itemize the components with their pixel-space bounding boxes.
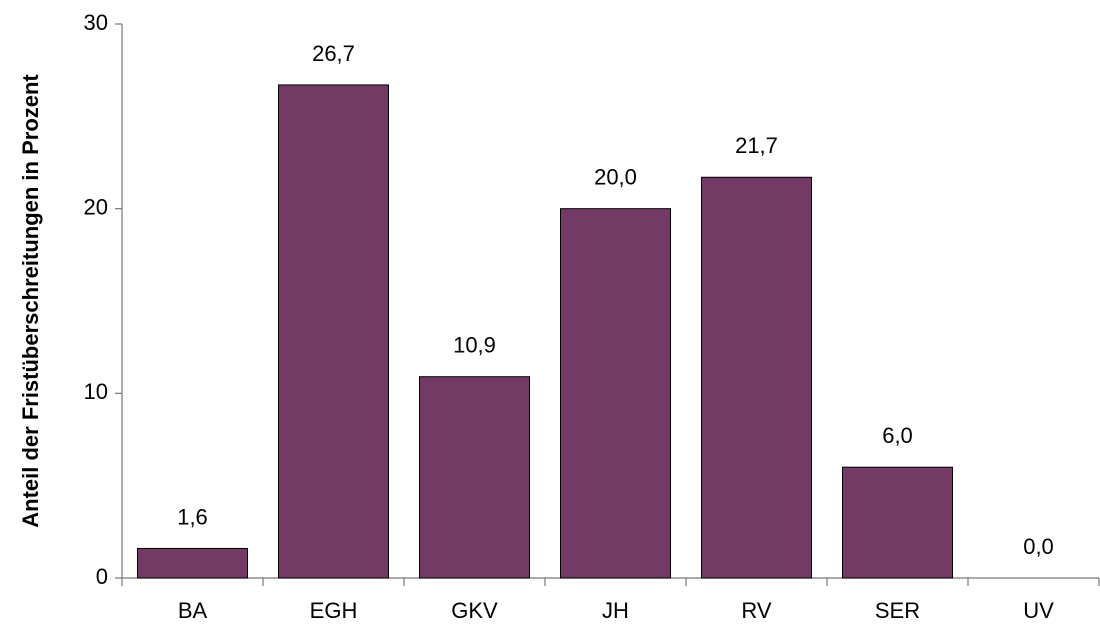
- x-tick-label: EGH: [310, 598, 358, 623]
- bar: [278, 84, 389, 579]
- value-label: 6,0: [882, 423, 913, 448]
- value-label: 0,0: [1023, 534, 1054, 559]
- x-tick-label: JH: [602, 598, 629, 623]
- bar: [560, 208, 671, 579]
- bar: [137, 547, 248, 579]
- y-tick-label: 10: [84, 379, 108, 404]
- y-axis-label: Anteil der Fristüberschreitungen in Proz…: [18, 74, 43, 528]
- value-label: 26,7: [312, 41, 355, 66]
- value-label: 21,7: [735, 133, 778, 158]
- x-tick-label: BA: [178, 598, 208, 623]
- x-tick-label: GKV: [451, 598, 498, 623]
- bar: [419, 376, 530, 579]
- y-tick-label: 20: [84, 194, 108, 219]
- y-tick-label: 0: [96, 564, 108, 589]
- x-tick-label: SER: [875, 598, 920, 623]
- x-tick-label: UV: [1023, 598, 1054, 623]
- value-label: 10,9: [453, 333, 496, 358]
- bar: [842, 466, 953, 579]
- y-tick-label: 30: [84, 10, 108, 35]
- bar: [701, 176, 812, 579]
- x-tick-label: RV: [741, 598, 771, 623]
- value-label: 20,0: [594, 164, 637, 189]
- value-label: 1,6: [177, 504, 208, 529]
